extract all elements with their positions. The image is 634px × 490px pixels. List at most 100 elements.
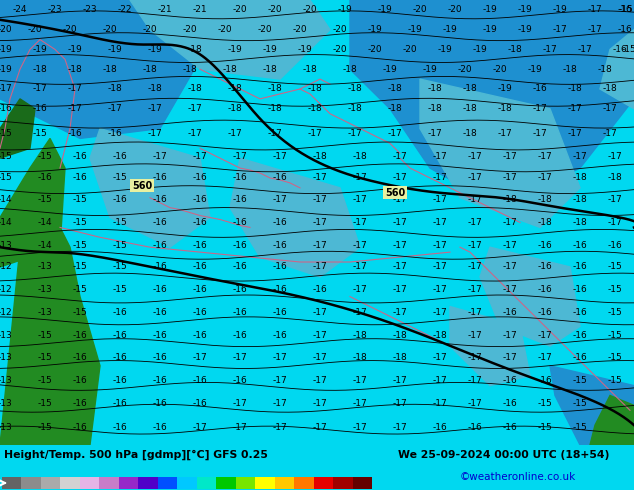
Text: -19: -19 [297, 45, 313, 54]
Text: -18: -18 [313, 152, 327, 161]
Text: -16: -16 [113, 331, 127, 340]
Text: -18: -18 [427, 84, 443, 94]
Text: -16: -16 [193, 331, 207, 340]
Text: -15: -15 [573, 376, 587, 385]
Text: -17: -17 [503, 218, 517, 227]
Text: -18: -18 [188, 84, 202, 94]
Text: -13: -13 [0, 422, 13, 432]
Bar [119, 477, 138, 489]
Text: -17: -17 [148, 129, 162, 138]
Text: -17: -17 [193, 353, 207, 363]
Bar [100, 477, 119, 489]
Text: -17: -17 [498, 129, 512, 138]
Text: -17: -17 [468, 263, 482, 271]
Text: -17: -17 [468, 241, 482, 250]
Bar [41, 477, 60, 489]
Text: -17: -17 [432, 195, 448, 204]
Text: -17: -17 [313, 422, 327, 432]
Text: -17: -17 [538, 152, 552, 161]
Text: -18: -18 [538, 218, 552, 227]
Text: -17: -17 [233, 353, 247, 363]
Text: -15: -15 [73, 263, 87, 271]
Text: -12: -12 [0, 263, 12, 271]
Text: -20: -20 [458, 65, 472, 74]
Text: -18: -18 [463, 129, 477, 138]
Text: -16: -16 [153, 173, 167, 182]
Text: -17: -17 [233, 422, 247, 432]
Text: -17: -17 [188, 104, 202, 113]
Text: -16: -16 [273, 218, 287, 227]
Text: -17: -17 [392, 195, 408, 204]
Text: -16: -16 [618, 25, 632, 34]
Text: -21: -21 [193, 5, 207, 14]
Text: -13: -13 [37, 285, 53, 294]
Text: -16: -16 [193, 173, 207, 182]
Text: -17: -17 [228, 129, 242, 138]
Text: -17: -17 [392, 376, 408, 385]
Polygon shape [350, 0, 634, 208]
Text: -17: -17 [353, 218, 367, 227]
Text: -18: -18 [307, 104, 322, 113]
Polygon shape [0, 99, 35, 158]
Bar [216, 477, 236, 489]
Text: -17: -17 [538, 353, 552, 363]
Text: -19: -19 [262, 45, 278, 54]
Text: -14: -14 [0, 218, 12, 227]
Text: -16: -16 [153, 195, 167, 204]
Text: -17: -17 [148, 104, 162, 113]
Bar [353, 477, 372, 489]
Text: -16: -16 [153, 376, 167, 385]
Text: -17: -17 [538, 331, 552, 340]
Text: -17: -17 [233, 399, 247, 408]
Text: -17: -17 [503, 173, 517, 182]
Text: -16: -16 [233, 195, 247, 204]
Text: -13: -13 [37, 308, 53, 317]
Text: -15: -15 [607, 308, 623, 317]
Text: -18: -18 [508, 45, 522, 54]
Polygon shape [590, 395, 634, 445]
Bar [197, 477, 216, 489]
Bar [333, 477, 353, 489]
Text: -16: -16 [193, 285, 207, 294]
Text: -18: -18 [68, 65, 82, 74]
Text: -19: -19 [383, 65, 398, 74]
Text: -17: -17 [273, 422, 287, 432]
Text: -19: -19 [423, 65, 437, 74]
Text: -18: -18 [432, 331, 448, 340]
Text: -17: -17 [553, 25, 567, 34]
Text: -17: -17 [607, 218, 623, 227]
Bar [60, 477, 80, 489]
Text: -15: -15 [573, 399, 587, 408]
Text: -16: -16 [37, 173, 53, 182]
Text: -17: -17 [432, 353, 448, 363]
Text: -16: -16 [73, 353, 87, 363]
Text: -16: -16 [573, 285, 587, 294]
Text: -18: -18 [573, 195, 587, 204]
Text: -16: -16 [573, 241, 587, 250]
Text: -15: -15 [37, 353, 53, 363]
Text: -17: -17 [313, 331, 327, 340]
Text: -15: -15 [0, 173, 13, 182]
Text: -20: -20 [0, 25, 12, 34]
Text: -16: -16 [233, 331, 247, 340]
Text: -18: -18 [268, 84, 282, 94]
Text: -16: -16 [153, 422, 167, 432]
Text: -19: -19 [148, 45, 162, 54]
Text: -18: -18 [603, 84, 618, 94]
Text: -20: -20 [333, 25, 347, 34]
Bar [275, 477, 294, 489]
Text: -19: -19 [472, 45, 488, 54]
Polygon shape [0, 138, 65, 267]
Text: -16: -16 [273, 173, 287, 182]
Text: -16: -16 [193, 241, 207, 250]
Text: -17: -17 [603, 129, 618, 138]
Text: -17: -17 [432, 308, 448, 317]
Text: -17: -17 [353, 263, 367, 271]
Text: -16: -16 [153, 241, 167, 250]
Text: -17: -17 [538, 173, 552, 182]
Text: -17: -17 [392, 308, 408, 317]
Text: -19: -19 [517, 5, 533, 14]
Text: -19: -19 [527, 65, 542, 74]
Polygon shape [600, 30, 634, 109]
Text: -17: -17 [468, 308, 482, 317]
